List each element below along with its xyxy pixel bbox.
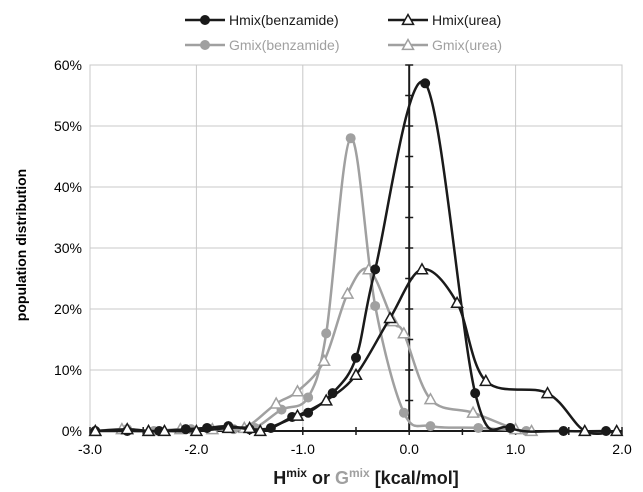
data-point-marker (473, 422, 484, 433)
series-line (95, 268, 617, 436)
data-point-marker (558, 426, 569, 436)
legend-marker (200, 40, 210, 50)
x-title-h: H (273, 468, 286, 488)
series-Hmix(urea) (88, 262, 624, 437)
data-point-marker (540, 386, 555, 399)
data-point-marker (370, 264, 381, 275)
legend-marker (200, 15, 210, 25)
data-point-marker (88, 423, 103, 437)
x-title-h-sup: mix (286, 466, 307, 480)
data-point-marker (340, 286, 355, 299)
data-point-marker (425, 421, 436, 432)
legend-marker (401, 37, 415, 51)
data-point-marker (609, 423, 624, 437)
legend-label: Hmix(urea) (432, 12, 501, 28)
data-point-marker (505, 422, 516, 433)
data-point-marker (466, 405, 480, 418)
data-point-marker (450, 295, 464, 309)
x-axis-title: Hmix or Gmix [kcal/mol] (273, 466, 458, 488)
legend-item: Gmix(benzamide) (185, 37, 339, 53)
data-point-marker (221, 420, 236, 434)
series-group (88, 78, 624, 437)
data-point-marker (290, 408, 305, 421)
y-tick-label: 50% (54, 118, 82, 134)
legend-label: Gmix(benzamide) (229, 37, 339, 53)
data-point-marker (189, 423, 204, 437)
data-point-marker (383, 311, 397, 324)
data-point-marker (290, 384, 305, 397)
data-point-marker (420, 78, 431, 89)
y-tick-label: 10% (54, 362, 82, 378)
tick-labels: 0% 10% 20% 30% 40% 50% 60% -3.0 -2.0 -1.0 0.0 1.0 2.… (54, 57, 632, 457)
data-point-marker (321, 328, 332, 339)
data-point-marker (577, 423, 592, 437)
data-point-marker (479, 373, 493, 387)
x-tick-label: -3.0 (78, 441, 102, 457)
legend: Hmix(benzamide) Hmix(urea) Gmix(benzamide)… (185, 12, 502, 53)
x-title-g-sup: mix (349, 466, 370, 480)
y-tick-label: 60% (54, 57, 82, 73)
legend-item: Hmix(urea) (388, 12, 501, 28)
x-title-unit: [kcal/mol] (370, 468, 459, 488)
y-tick-label: 20% (54, 301, 82, 317)
legend-item: Gmix(urea) (388, 37, 502, 53)
legend-item: Hmix(benzamide) (185, 12, 339, 28)
x-tick-label: 0.0 (399, 441, 419, 457)
x-tick-label: -2.0 (184, 441, 208, 457)
legend-marker (401, 12, 415, 26)
legend-label: Hmix(benzamide) (229, 12, 339, 28)
y-tick-label: 30% (54, 240, 82, 256)
data-point-marker (157, 423, 172, 437)
data-point-marker (242, 420, 257, 434)
y-tick-label: 0% (62, 423, 82, 439)
data-point-marker (120, 422, 135, 435)
data-point-marker (317, 353, 331, 366)
data-point-marker (319, 393, 333, 406)
data-point-marker (398, 407, 409, 418)
data-point-marker (351, 352, 361, 363)
y-tick-label: 40% (54, 179, 82, 195)
data-point-marker (253, 423, 268, 437)
data-point-marker (269, 396, 283, 409)
x-title-g: G (335, 468, 349, 488)
series-Gmix(benzamide) (90, 133, 532, 436)
data-point-marker (141, 423, 156, 437)
x-tick-label: -1.0 (291, 441, 315, 457)
data-point-marker (397, 326, 411, 339)
x-tick-label: 2.0 (612, 441, 632, 457)
x-title-or: or (307, 468, 335, 488)
legend-label: Gmix(urea) (432, 37, 502, 53)
x-tick-label: 1.0 (506, 441, 526, 457)
data-point-marker (415, 262, 429, 275)
y-axis-title: population distribution (13, 169, 29, 321)
data-point-marker (370, 300, 381, 311)
data-point-marker (423, 392, 438, 405)
data-point-marker (303, 392, 314, 403)
series-line (95, 136, 527, 433)
data-point-marker (345, 133, 356, 144)
data-point-marker (349, 367, 363, 381)
data-point-marker (470, 388, 481, 399)
